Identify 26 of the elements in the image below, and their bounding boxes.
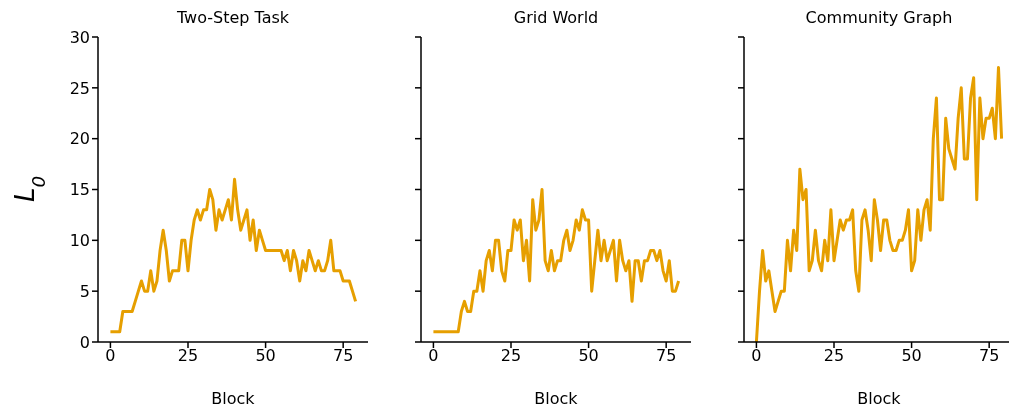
y-tick-label: 25: [69, 78, 90, 98]
y-tick-label: 15: [69, 180, 90, 200]
x-tick-label: 25: [500, 346, 522, 366]
x-tick-label: 75: [978, 346, 1000, 366]
x-tick-label: 0: [105, 346, 116, 366]
x-axis-title: Block: [534, 389, 579, 408]
x-axis-title: Block: [211, 389, 256, 408]
x-tick-label: 75: [655, 346, 677, 366]
x-tick-label: 25: [177, 346, 199, 366]
x-tick-label: 0: [751, 346, 762, 366]
chart-title: Community Graph: [804, 8, 954, 27]
y-tick-label: 10: [69, 231, 90, 251]
x-tick-label: 50: [255, 346, 276, 366]
chart-title: Grid World: [512, 8, 600, 27]
y-tick-label: 30: [69, 27, 90, 47]
y-tick-label: 5: [79, 281, 90, 301]
x-tick-label: 25: [823, 346, 845, 366]
x-axis-title: Block: [857, 389, 902, 408]
x-tick-label: 0: [428, 346, 439, 366]
y-tick-label: 20: [69, 129, 90, 149]
y-tick-label: 0: [79, 332, 90, 352]
x-tick-label: 50: [901, 346, 922, 366]
chart-title: Two-Step Task: [175, 8, 291, 27]
x-tick-label: 75: [332, 346, 354, 366]
line-series: [108, 177, 358, 334]
x-tick-label: 50: [578, 346, 599, 366]
